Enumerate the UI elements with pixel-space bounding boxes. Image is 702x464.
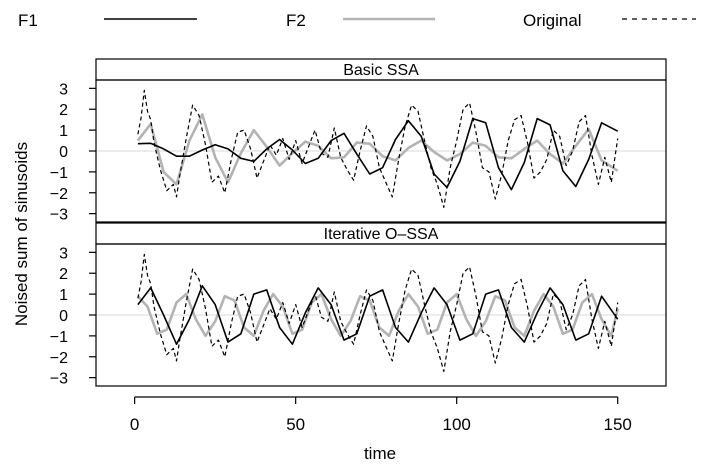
- y-tick-label: 3: [59, 245, 68, 262]
- y-tick-label: 1: [59, 287, 68, 304]
- y-tick-label: 3: [59, 81, 68, 98]
- y-tick-label: 1: [59, 123, 68, 140]
- series-line-original: [137, 89, 619, 208]
- y-tick-label: 0: [59, 308, 68, 325]
- y-tick-label: 2: [59, 266, 68, 283]
- panels: Basic SSA −3 −2 −1 0 1 2 3 Iterative O–SSA −3 −2 −1…: [50, 58, 667, 388]
- panel-iterative-o-ssa: Iterative O–SSA −3 −2 −1 0 1 2 3: [50, 222, 667, 388]
- y-tick-label: 0: [59, 144, 68, 161]
- panel-title: Iterative O–SSA: [324, 226, 439, 243]
- y-tick-label: −3: [50, 371, 68, 388]
- x-tick-label: 50: [286, 415, 305, 434]
- panel-title: Basic SSA: [343, 62, 419, 79]
- series-line-f1: [137, 117, 619, 191]
- x-axis-label: time: [364, 444, 396, 463]
- legend-label-f2: F2: [286, 11, 306, 30]
- legend-label-f1: F1: [18, 11, 38, 30]
- y-tick-label: −1: [50, 329, 68, 346]
- y-tick-label: −2: [50, 350, 68, 367]
- legend-label-original: Original: [523, 11, 582, 30]
- panel-basic-ssa: Basic SSA −3 −2 −1 0 1 2 3: [50, 58, 667, 224]
- series-line-f2: [136, 113, 619, 186]
- y-tick-label: 2: [59, 102, 68, 119]
- x-axis: 0 50 100 150: [130, 396, 632, 434]
- y-tick-label: −2: [50, 186, 68, 203]
- x-tick-label: 100: [442, 415, 470, 434]
- legend: F1 F2 Original: [18, 11, 696, 30]
- x-tick-label: 150: [604, 415, 632, 434]
- y-axis-label: Noised sum of sinusoids: [12, 142, 31, 326]
- y-tick-label: −3: [50, 207, 68, 224]
- x-tick-label: 0: [130, 415, 139, 434]
- series-line-f1: [137, 284, 619, 346]
- y-tick-label: −1: [50, 165, 68, 182]
- series-line-original: [137, 253, 619, 372]
